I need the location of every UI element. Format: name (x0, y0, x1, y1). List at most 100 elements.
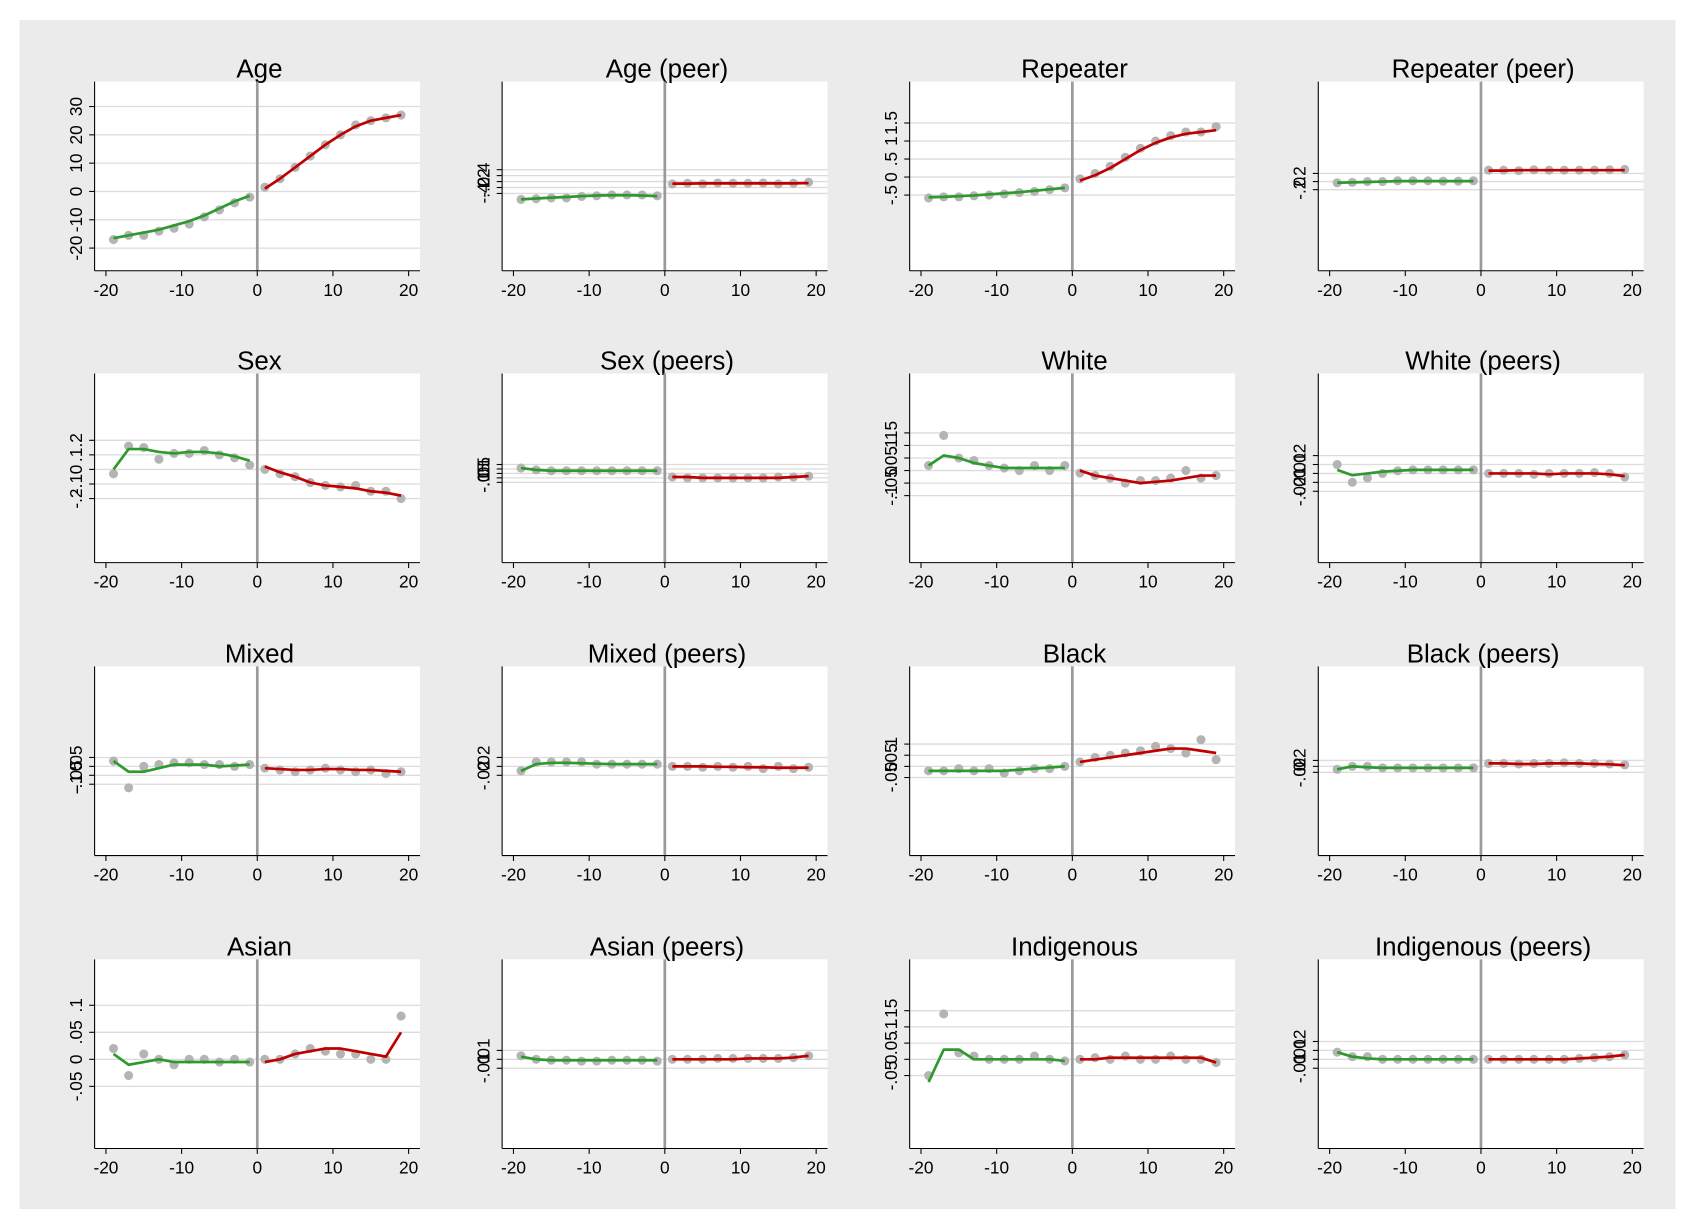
y-tick-label: .05 (473, 457, 493, 481)
panel-title: Repeater (1021, 56, 1128, 84)
y-tick-label: .05 (66, 745, 86, 769)
data-point (1620, 1050, 1630, 1060)
data-point (804, 1051, 814, 1061)
x-tick-label: -20 (93, 280, 118, 300)
x-tick-label: 20 (1214, 865, 1233, 885)
data-point (1332, 459, 1342, 470)
x-tick-label: 20 (1623, 280, 1642, 300)
fit-line (1079, 469, 1217, 485)
data-point (245, 460, 255, 470)
y-tick-label: 0 (1290, 1055, 1310, 1065)
data-point (139, 761, 149, 771)
y-tick-label: -.1 (881, 486, 901, 506)
x-tick-label: -10 (577, 865, 602, 885)
x-tick-label: -20 (501, 280, 526, 300)
y-tick-label: .2 (473, 168, 493, 182)
data-point (1468, 1054, 1478, 1064)
panel-title: Asian (227, 933, 292, 961)
y-tick-label: .1 (66, 448, 86, 462)
x-tick-label: -20 (93, 572, 118, 592)
x-tick-label: -20 (93, 865, 118, 885)
data-point (108, 1043, 119, 1054)
data-point (1060, 1056, 1070, 1066)
x-tick-label: -10 (169, 865, 194, 885)
y-tick-label: .01 (1290, 1038, 1310, 1062)
data-point (1468, 465, 1478, 475)
fit-line (113, 194, 251, 240)
data-point (1151, 741, 1161, 751)
x-tick-label: 0 (660, 1158, 670, 1178)
data-point (516, 463, 526, 473)
y-tick-label: 20 (66, 125, 86, 144)
fit-line (672, 1054, 809, 1061)
x-tick-label: 20 (1623, 865, 1642, 885)
y-tick-label: .1 (473, 457, 493, 471)
panel-title: Mixed (peers) (588, 640, 747, 668)
x-tick-label: -10 (1393, 280, 1418, 300)
data-point (214, 760, 224, 770)
y-tick-label: -.05 (881, 763, 901, 793)
x-tick-label: 0 (252, 1158, 262, 1178)
fit-line (1337, 179, 1474, 185)
data-point (939, 430, 949, 440)
panel: Indigenous (peers)-.010.01.02-20 -10 0 10 20 (1290, 933, 1644, 1178)
fit-line (672, 474, 809, 480)
x-tick-label: 0 (1068, 1158, 1078, 1178)
panel-title: Sex (237, 347, 282, 375)
x-tick-label: 0 (1476, 280, 1486, 300)
panel-title: Repeater (peer) (1392, 56, 1575, 84)
y-tick-label: .02 (1290, 444, 1310, 468)
x-tick-label: 10 (323, 280, 342, 300)
data-point (335, 1049, 346, 1059)
x-tick-label: 0 (660, 572, 670, 592)
y-tick-label: 0 (881, 466, 901, 476)
y-tick-label: -.1 (66, 474, 86, 494)
x-tick-label: 20 (807, 572, 826, 592)
x-tick-label: -20 (1317, 280, 1342, 300)
y-tick-label: 0 (66, 187, 86, 197)
panel-title: Asian (peers) (590, 933, 744, 961)
x-tick-label: 20 (399, 865, 418, 885)
fit-line (264, 766, 402, 774)
y-tick-label: -.05 (66, 760, 86, 790)
y-tick-label: 0 (473, 177, 493, 187)
data-point (1181, 466, 1191, 476)
data-point (139, 1049, 149, 1059)
x-tick-label: 20 (1623, 1158, 1642, 1178)
x-tick-label: 0 (660, 280, 670, 300)
data-point (396, 1011, 406, 1021)
y-tick-label: -.02 (1290, 757, 1310, 787)
panel: White (peers)-.02-.010.01.02-20 -10 0 10 20 (1290, 347, 1644, 592)
data-point (1075, 468, 1085, 478)
fit-line (927, 1048, 1065, 1083)
fit-line (1488, 762, 1625, 767)
x-tick-label: 0 (1068, 280, 1078, 300)
y-tick-label: -.5 (881, 185, 901, 205)
x-tick-label: -10 (577, 572, 602, 592)
data-point (939, 1009, 949, 1019)
y-tick-label: -.2 (1290, 180, 1310, 200)
y-tick-label: -.1 (473, 472, 493, 492)
x-tick-label: -20 (501, 572, 526, 592)
y-tick-label: .01 (473, 1038, 493, 1062)
fit-line (1079, 1056, 1217, 1064)
y-tick-label: .1 (881, 737, 901, 751)
panel: Black-.050.05.1-20 -10 0 10 20 (881, 640, 1236, 885)
x-tick-label: -10 (984, 280, 1009, 300)
y-tick-label: -.01 (1290, 467, 1310, 497)
y-tick-label: -.2 (66, 488, 86, 508)
data-point (124, 1071, 134, 1081)
x-tick-label: -10 (169, 280, 194, 300)
fit-line (928, 186, 1065, 199)
y-tick-label: .1 (881, 438, 901, 452)
data-point (667, 179, 677, 189)
y-tick-label: .4 (473, 162, 493, 177)
x-tick-label: 20 (807, 280, 826, 300)
y-tick-label: .02 (1290, 748, 1310, 772)
panel: White-.1-.050.05.1.15-20 -10 0 10 20 (881, 347, 1236, 592)
data-point (1620, 164, 1630, 174)
data-point (1075, 757, 1085, 767)
panel-title: White (peers) (1405, 347, 1561, 375)
panel: Repeater (peer)-.20.2-20 -10 0 10 20 (1290, 56, 1644, 300)
data-point (1211, 755, 1221, 765)
